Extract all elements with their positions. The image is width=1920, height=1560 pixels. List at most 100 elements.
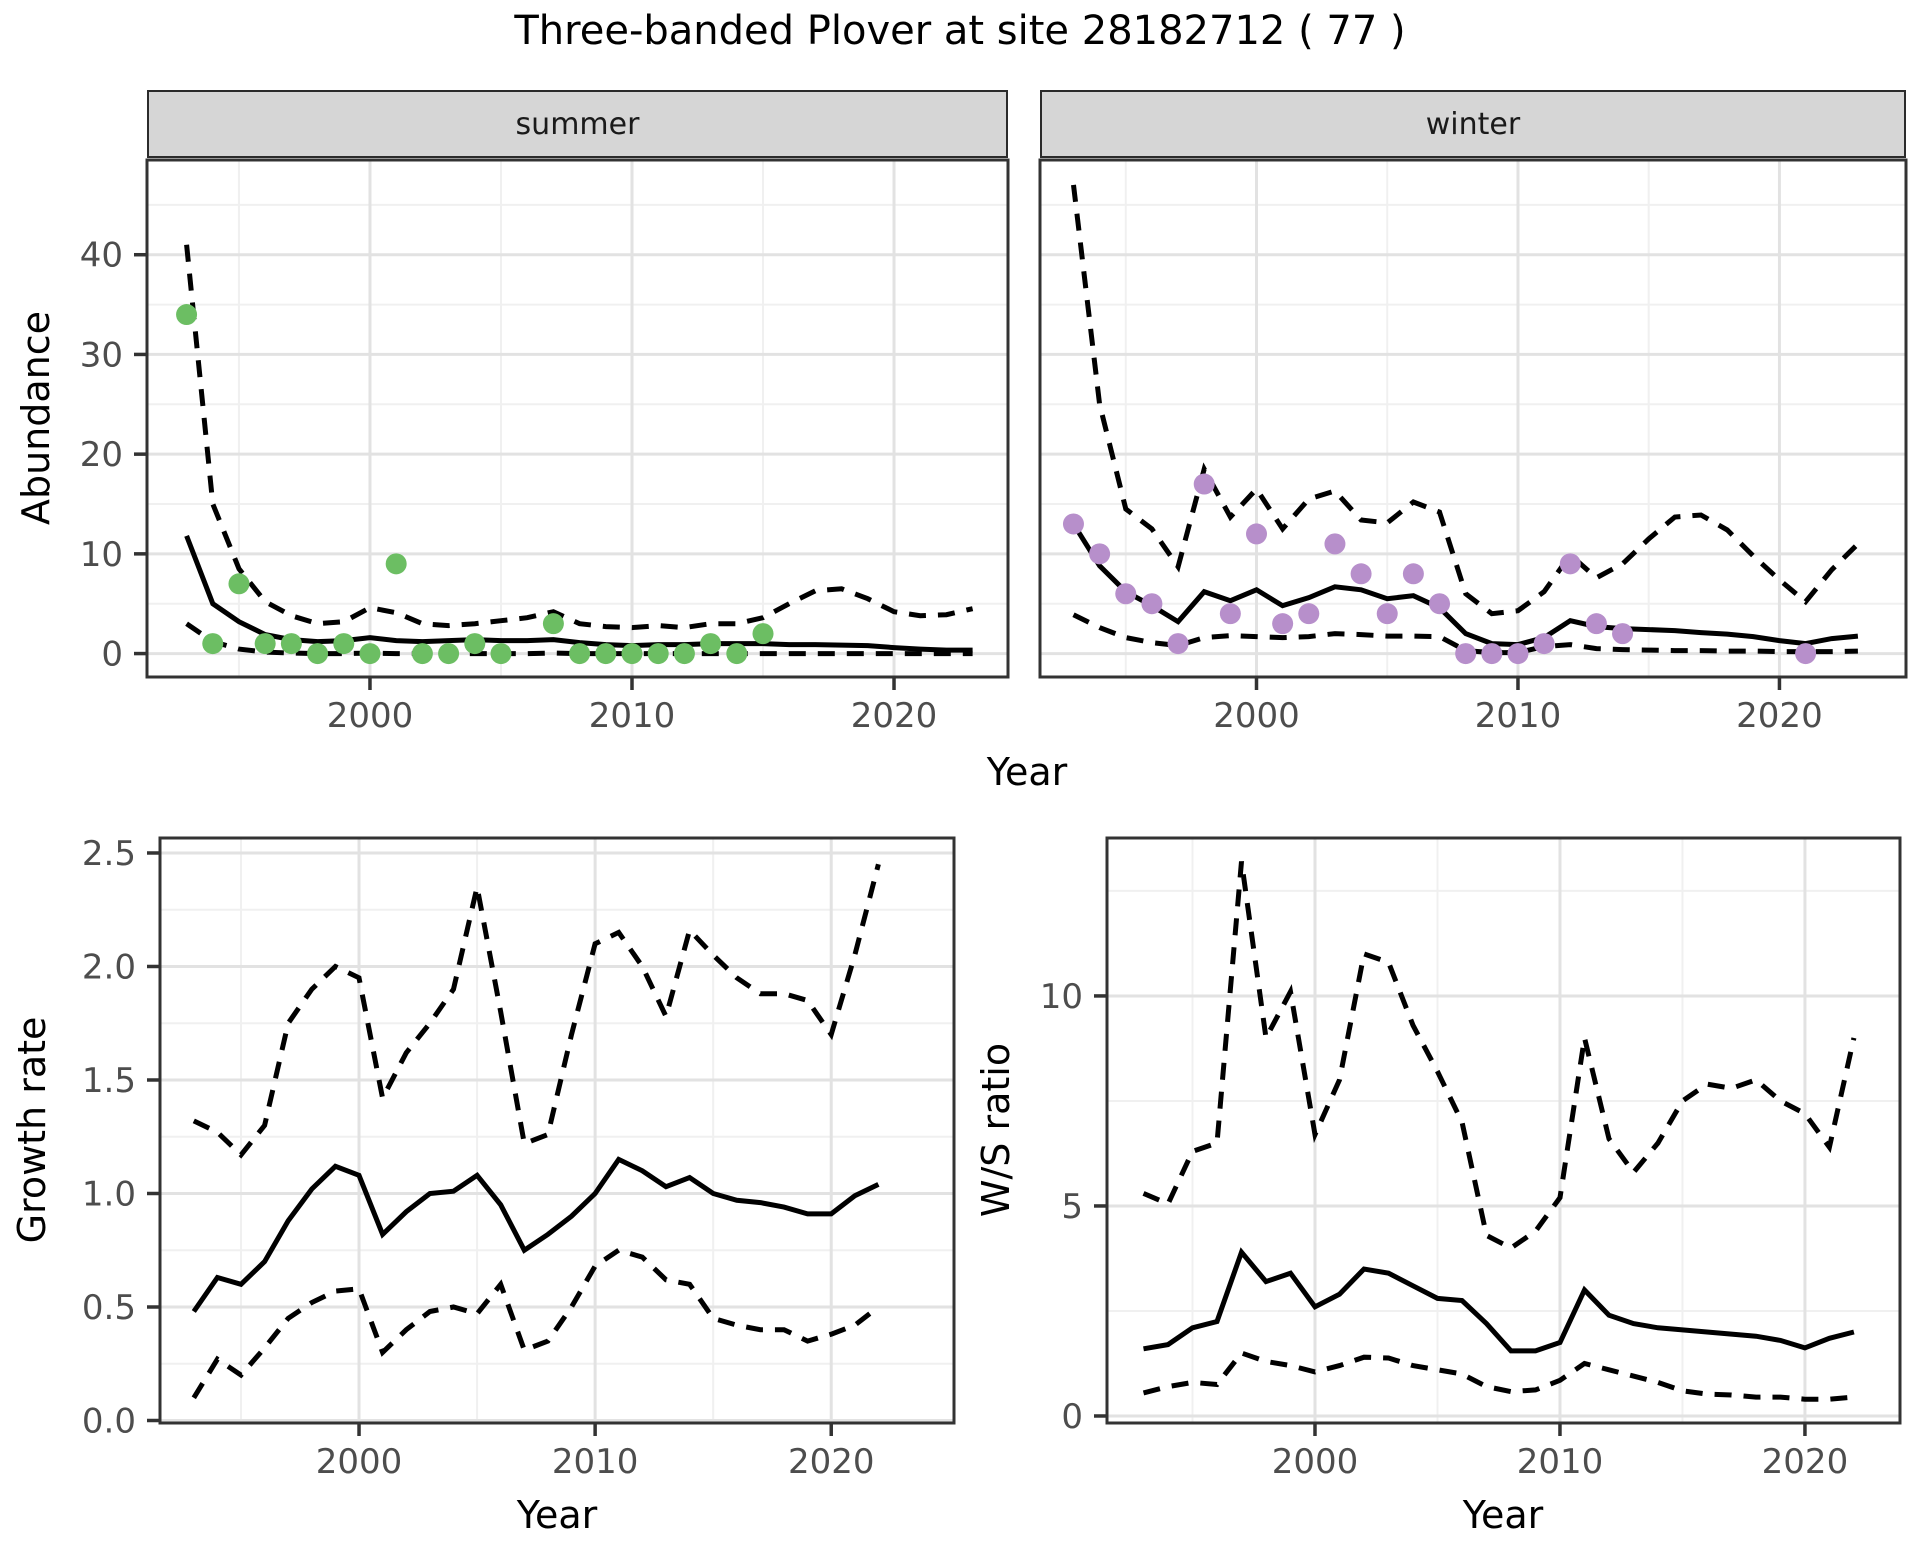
y-tick-label: 1.5 bbox=[82, 1061, 136, 1101]
observed-point bbox=[1402, 563, 1424, 585]
observed-point bbox=[1612, 623, 1634, 645]
growth-rate-panel: 2000 2010 2020 0.0 0.5 1.0 1.5 2.0 2.5 bbox=[82, 834, 956, 1482]
facet-strip-winter-label: winter bbox=[1425, 106, 1521, 142]
observed-point bbox=[595, 643, 617, 665]
observed-point bbox=[1219, 603, 1241, 625]
observed-point bbox=[621, 643, 643, 665]
observed-point bbox=[1298, 603, 1320, 625]
x-axis-title-year-growth: Year bbox=[516, 1493, 598, 1537]
observed-point bbox=[280, 633, 302, 655]
observed-point bbox=[542, 613, 564, 635]
y-tick-label: 30 bbox=[80, 335, 123, 375]
x-axis-title-year-ws: Year bbox=[1462, 1493, 1544, 1537]
x-tick-label: 2020 bbox=[851, 696, 938, 736]
y-tick-label: 0.0 bbox=[82, 1402, 136, 1442]
observed-point bbox=[1585, 613, 1607, 635]
observed-point bbox=[647, 643, 669, 665]
observed-point bbox=[1559, 553, 1581, 575]
y-tick-label: 1.0 bbox=[82, 1174, 136, 1214]
observed-point bbox=[1455, 643, 1477, 665]
observed-point bbox=[700, 633, 722, 655]
observed-point bbox=[569, 643, 591, 665]
observed-point bbox=[411, 643, 433, 665]
observed-point bbox=[1089, 543, 1111, 565]
observed-point bbox=[254, 633, 276, 655]
observed-point bbox=[228, 573, 250, 595]
observed-point bbox=[1481, 643, 1503, 665]
x-tick-label: 2020 bbox=[1762, 1442, 1849, 1482]
lower_ci-line bbox=[1142, 1350, 1855, 1402]
x-tick-label: 2020 bbox=[788, 1442, 875, 1482]
y-tick-label: 2.0 bbox=[82, 947, 136, 987]
x-tick-label: 2010 bbox=[1475, 696, 1562, 736]
panel-border bbox=[158, 836, 956, 1425]
upper_ci-line bbox=[1142, 861, 1857, 1251]
median-line bbox=[1143, 1247, 1855, 1354]
y-tick-label: 10 bbox=[80, 535, 123, 575]
observed-point bbox=[726, 643, 748, 665]
figure-title: Three-banded Plover at site 28182712 ( 7… bbox=[514, 8, 1406, 54]
observed-point bbox=[752, 623, 774, 645]
observed-point bbox=[1062, 513, 1084, 535]
observed-point bbox=[1350, 563, 1372, 585]
observed-point bbox=[673, 643, 695, 665]
x-tick-label: 2000 bbox=[316, 1442, 403, 1482]
observed-point bbox=[1795, 643, 1817, 665]
observed-point bbox=[438, 643, 460, 665]
observed-point bbox=[464, 633, 486, 655]
y-tick-label: 5 bbox=[1061, 1187, 1083, 1227]
panel-border bbox=[1038, 158, 1908, 679]
winter-abundance-panel: 2000 2010 2020 bbox=[1038, 158, 1908, 736]
y-tick-label: 0.5 bbox=[82, 1288, 136, 1328]
y-tick-label: 0 bbox=[101, 635, 123, 675]
upper_ci-line bbox=[1071, 184, 1860, 617]
observed-point bbox=[385, 553, 407, 575]
x-tick-label: 2010 bbox=[552, 1442, 639, 1482]
y-tick-label: 10 bbox=[1040, 977, 1083, 1017]
median-line bbox=[184, 534, 973, 653]
observed-point bbox=[1507, 643, 1529, 665]
y-tick-label: 0 bbox=[1061, 1397, 1083, 1437]
observed-point bbox=[333, 633, 355, 655]
observed-point bbox=[1167, 633, 1189, 655]
upper_ci-line bbox=[184, 244, 974, 631]
observed-point bbox=[307, 643, 329, 665]
summer-abundance-panel: 2000 2010 2020 0 10 20 30 40 bbox=[80, 158, 1010, 736]
x-axis-title-year-top: Year bbox=[986, 750, 1068, 794]
x-tick-label: 2010 bbox=[1517, 1442, 1604, 1482]
panel-border bbox=[1105, 836, 1902, 1425]
observed-point bbox=[1533, 633, 1555, 655]
observed-point bbox=[1246, 523, 1267, 545]
median-line bbox=[1071, 522, 1859, 648]
y-tick-label: 40 bbox=[80, 236, 123, 276]
panel-border bbox=[145, 158, 1010, 679]
x-tick-label: 2000 bbox=[1213, 696, 1300, 736]
x-tick-label: 2020 bbox=[1736, 696, 1823, 736]
observed-point bbox=[202, 633, 224, 655]
facet-strip-winter: winter bbox=[1040, 90, 1906, 158]
observed-point bbox=[176, 304, 198, 326]
observed-point bbox=[1324, 533, 1346, 555]
observed-point bbox=[1376, 603, 1398, 625]
observed-point bbox=[1429, 593, 1451, 615]
x-tick-label: 2010 bbox=[589, 696, 676, 736]
x-tick-label: 2000 bbox=[1272, 1442, 1359, 1482]
y-axis-title-ws-ratio: W/S ratio bbox=[974, 1042, 1018, 1218]
y-axis-title-abundance: Abundance bbox=[14, 310, 58, 526]
y-axis-title-growth-rate: Growth rate bbox=[10, 1016, 54, 1244]
y-tick-label: 2.5 bbox=[82, 834, 136, 874]
x-tick-label: 2000 bbox=[327, 696, 414, 736]
observed-point bbox=[1272, 613, 1294, 635]
lower_ci-line bbox=[191, 1247, 880, 1400]
facet-strip-summer-label: summer bbox=[515, 106, 640, 142]
observed-point bbox=[490, 643, 512, 665]
ws-ratio-panel: 2000 2010 2020 0 5 10 bbox=[1040, 836, 1902, 1482]
median-line bbox=[191, 1156, 880, 1313]
facet-strip-summer: summer bbox=[147, 90, 1008, 158]
observed-point bbox=[1141, 593, 1163, 615]
observed-point bbox=[359, 643, 381, 665]
observed-point bbox=[1193, 473, 1215, 495]
y-tick-label: 20 bbox=[80, 435, 123, 475]
upper_ci-line bbox=[192, 863, 881, 1159]
